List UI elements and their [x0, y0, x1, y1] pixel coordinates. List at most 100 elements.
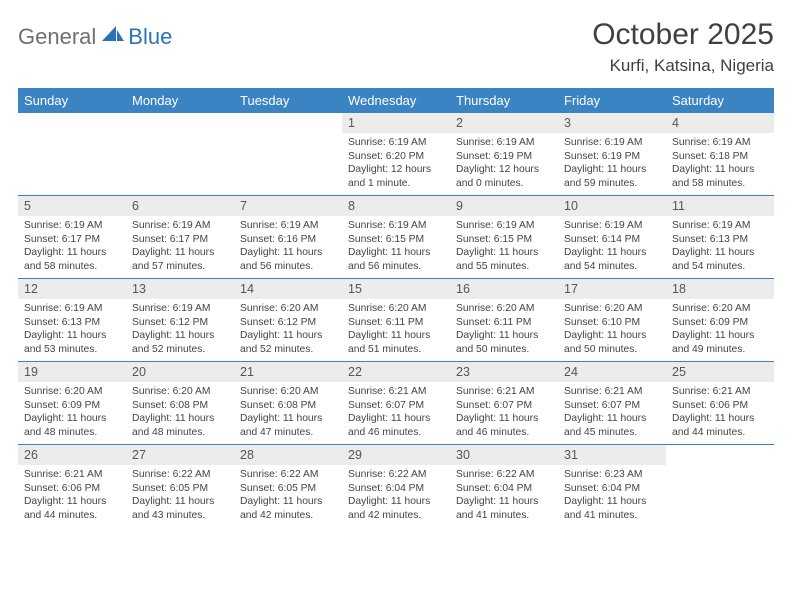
sunset-text: Sunset: 6:11 PM	[456, 316, 552, 330]
calendar-cell: 3Sunrise: 6:19 AMSunset: 6:19 PMDaylight…	[558, 113, 666, 195]
day-details: Sunrise: 6:22 AMSunset: 6:05 PMDaylight:…	[234, 465, 342, 526]
calendar-cell: 28Sunrise: 6:22 AMSunset: 6:05 PMDayligh…	[234, 445, 342, 527]
daylight-text: Daylight: 11 hours and 48 minutes.	[24, 412, 120, 439]
calendar-cell	[666, 445, 774, 527]
sunset-text: Sunset: 6:06 PM	[24, 482, 120, 496]
sunrise-text: Sunrise: 6:19 AM	[24, 302, 120, 316]
calendar-cell	[18, 113, 126, 195]
daylight-text: Daylight: 11 hours and 45 minutes.	[564, 412, 660, 439]
day-details: Sunrise: 6:21 AMSunset: 6:06 PMDaylight:…	[18, 465, 126, 526]
page-title: October 2025	[592, 18, 774, 52]
calendar: Sunday Monday Tuesday Wednesday Thursday…	[18, 88, 774, 527]
day-number: 22	[342, 362, 450, 382]
calendar-cell: 6Sunrise: 6:19 AMSunset: 6:17 PMDaylight…	[126, 196, 234, 278]
day-details: Sunrise: 6:19 AMSunset: 6:19 PMDaylight:…	[450, 133, 558, 194]
day-number: 16	[450, 279, 558, 299]
calendar-cell: 23Sunrise: 6:21 AMSunset: 6:07 PMDayligh…	[450, 362, 558, 444]
calendar-cell: 13Sunrise: 6:19 AMSunset: 6:12 PMDayligh…	[126, 279, 234, 361]
sunset-text: Sunset: 6:07 PM	[348, 399, 444, 413]
calendar-cell: 14Sunrise: 6:20 AMSunset: 6:12 PMDayligh…	[234, 279, 342, 361]
day-details: Sunrise: 6:22 AMSunset: 6:04 PMDaylight:…	[342, 465, 450, 526]
sunrise-text: Sunrise: 6:19 AM	[672, 136, 768, 150]
day-details: Sunrise: 6:20 AMSunset: 6:08 PMDaylight:…	[126, 382, 234, 443]
day-details: Sunrise: 6:21 AMSunset: 6:07 PMDaylight:…	[558, 382, 666, 443]
day-details: Sunrise: 6:19 AMSunset: 6:18 PMDaylight:…	[666, 133, 774, 194]
weekday-header-row: Sunday Monday Tuesday Wednesday Thursday…	[18, 88, 774, 113]
sunset-text: Sunset: 6:05 PM	[240, 482, 336, 496]
sunset-text: Sunset: 6:08 PM	[132, 399, 228, 413]
calendar-cell: 19Sunrise: 6:20 AMSunset: 6:09 PMDayligh…	[18, 362, 126, 444]
weekday-header: Wednesday	[342, 88, 450, 113]
weekday-header: Tuesday	[234, 88, 342, 113]
day-details: Sunrise: 6:19 AMSunset: 6:17 PMDaylight:…	[126, 216, 234, 277]
day-number: 6	[126, 196, 234, 216]
day-details: Sunrise: 6:20 AMSunset: 6:09 PMDaylight:…	[18, 382, 126, 443]
calendar-cell: 4Sunrise: 6:19 AMSunset: 6:18 PMDaylight…	[666, 113, 774, 195]
daylight-text: Daylight: 11 hours and 59 minutes.	[564, 163, 660, 190]
calendar-cell: 11Sunrise: 6:19 AMSunset: 6:13 PMDayligh…	[666, 196, 774, 278]
daylight-text: Daylight: 11 hours and 43 minutes.	[132, 495, 228, 522]
sunrise-text: Sunrise: 6:19 AM	[564, 219, 660, 233]
day-number: 29	[342, 445, 450, 465]
sunset-text: Sunset: 6:20 PM	[348, 150, 444, 164]
sunset-text: Sunset: 6:04 PM	[564, 482, 660, 496]
calendar-cell: 22Sunrise: 6:21 AMSunset: 6:07 PMDayligh…	[342, 362, 450, 444]
calendar-week: 1Sunrise: 6:19 AMSunset: 6:20 PMDaylight…	[18, 113, 774, 196]
day-number: 27	[126, 445, 234, 465]
sunset-text: Sunset: 6:04 PM	[348, 482, 444, 496]
sunrise-text: Sunrise: 6:22 AM	[240, 468, 336, 482]
daylight-text: Daylight: 11 hours and 41 minutes.	[564, 495, 660, 522]
day-number: 30	[450, 445, 558, 465]
day-details: Sunrise: 6:19 AMSunset: 6:13 PMDaylight:…	[666, 216, 774, 277]
day-number: 18	[666, 279, 774, 299]
day-number: 9	[450, 196, 558, 216]
sunrise-text: Sunrise: 6:19 AM	[564, 136, 660, 150]
calendar-cell: 21Sunrise: 6:20 AMSunset: 6:08 PMDayligh…	[234, 362, 342, 444]
daylight-text: Daylight: 12 hours and 1 minute.	[348, 163, 444, 190]
calendar-cell: 30 Sunrise: 6:22 AMSunset: 6:04 PMDayligh…	[450, 445, 558, 527]
sunset-text: Sunset: 6:13 PM	[672, 233, 768, 247]
day-number: 12	[18, 279, 126, 299]
daylight-text: Daylight: 12 hours and 0 minutes.	[456, 163, 552, 190]
sunrise-text: Sunrise: 6:22 AM	[132, 468, 228, 482]
day-details: Sunrise: 6:20 AMSunset: 6:11 PMDaylight:…	[342, 299, 450, 360]
sunset-text: Sunset: 6:15 PM	[456, 233, 552, 247]
day-details: Sunrise: 6:19 AMSunset: 6:12 PMDaylight:…	[126, 299, 234, 360]
sunrise-text: Sunrise: 6:19 AM	[348, 219, 444, 233]
sail-icon	[102, 26, 124, 49]
sunset-text: Sunset: 6:15 PM	[348, 233, 444, 247]
day-number: 15	[342, 279, 450, 299]
day-details: Sunrise: 6:22 AMSunset: 6:05 PMDaylight:…	[126, 465, 234, 526]
calendar-cell	[126, 113, 234, 195]
daylight-text: Daylight: 11 hours and 53 minutes.	[24, 329, 120, 356]
day-number: 4	[666, 113, 774, 133]
header: General Blue October 2025 Kurfi, Katsina…	[18, 18, 774, 76]
daylight-text: Daylight: 11 hours and 44 minutes.	[24, 495, 120, 522]
sunrise-text: Sunrise: 6:22 AM	[348, 468, 444, 482]
logo-text-blue: Blue	[128, 24, 172, 50]
sunrise-text: Sunrise: 6:22 AM	[456, 468, 552, 482]
sunset-text: Sunset: 6:14 PM	[564, 233, 660, 247]
daylight-text: Daylight: 11 hours and 46 minutes.	[456, 412, 552, 439]
sunrise-text: Sunrise: 6:21 AM	[672, 385, 768, 399]
daylight-text: Daylight: 11 hours and 41 minutes.	[456, 495, 552, 522]
sunrise-text: Sunrise: 6:19 AM	[672, 219, 768, 233]
sunrise-text: Sunrise: 6:20 AM	[240, 385, 336, 399]
daylight-text: Daylight: 11 hours and 55 minutes.	[456, 246, 552, 273]
sunset-text: Sunset: 6:04 PM	[456, 482, 552, 496]
sunrise-text: Sunrise: 6:19 AM	[348, 136, 444, 150]
day-details: Sunrise: 6:21 AMSunset: 6:06 PMDaylight:…	[666, 382, 774, 443]
day-details: Sunrise: 6:19 AMSunset: 6:15 PMDaylight:…	[342, 216, 450, 277]
sunrise-text: Sunrise: 6:21 AM	[456, 385, 552, 399]
logo: General Blue	[18, 18, 172, 50]
weekday-header: Monday	[126, 88, 234, 113]
calendar-cell: 16Sunrise: 6:20 AMSunset: 6:11 PMDayligh…	[450, 279, 558, 361]
sunrise-text: Sunrise: 6:20 AM	[240, 302, 336, 316]
day-number: 28	[234, 445, 342, 465]
day-number: 7	[234, 196, 342, 216]
day-details: Sunrise: 6:19 AMSunset: 6:17 PMDaylight:…	[18, 216, 126, 277]
sunset-text: Sunset: 6:16 PM	[240, 233, 336, 247]
sunset-text: Sunset: 6:09 PM	[672, 316, 768, 330]
weekday-header: Thursday	[450, 88, 558, 113]
day-number: 31	[558, 445, 666, 465]
